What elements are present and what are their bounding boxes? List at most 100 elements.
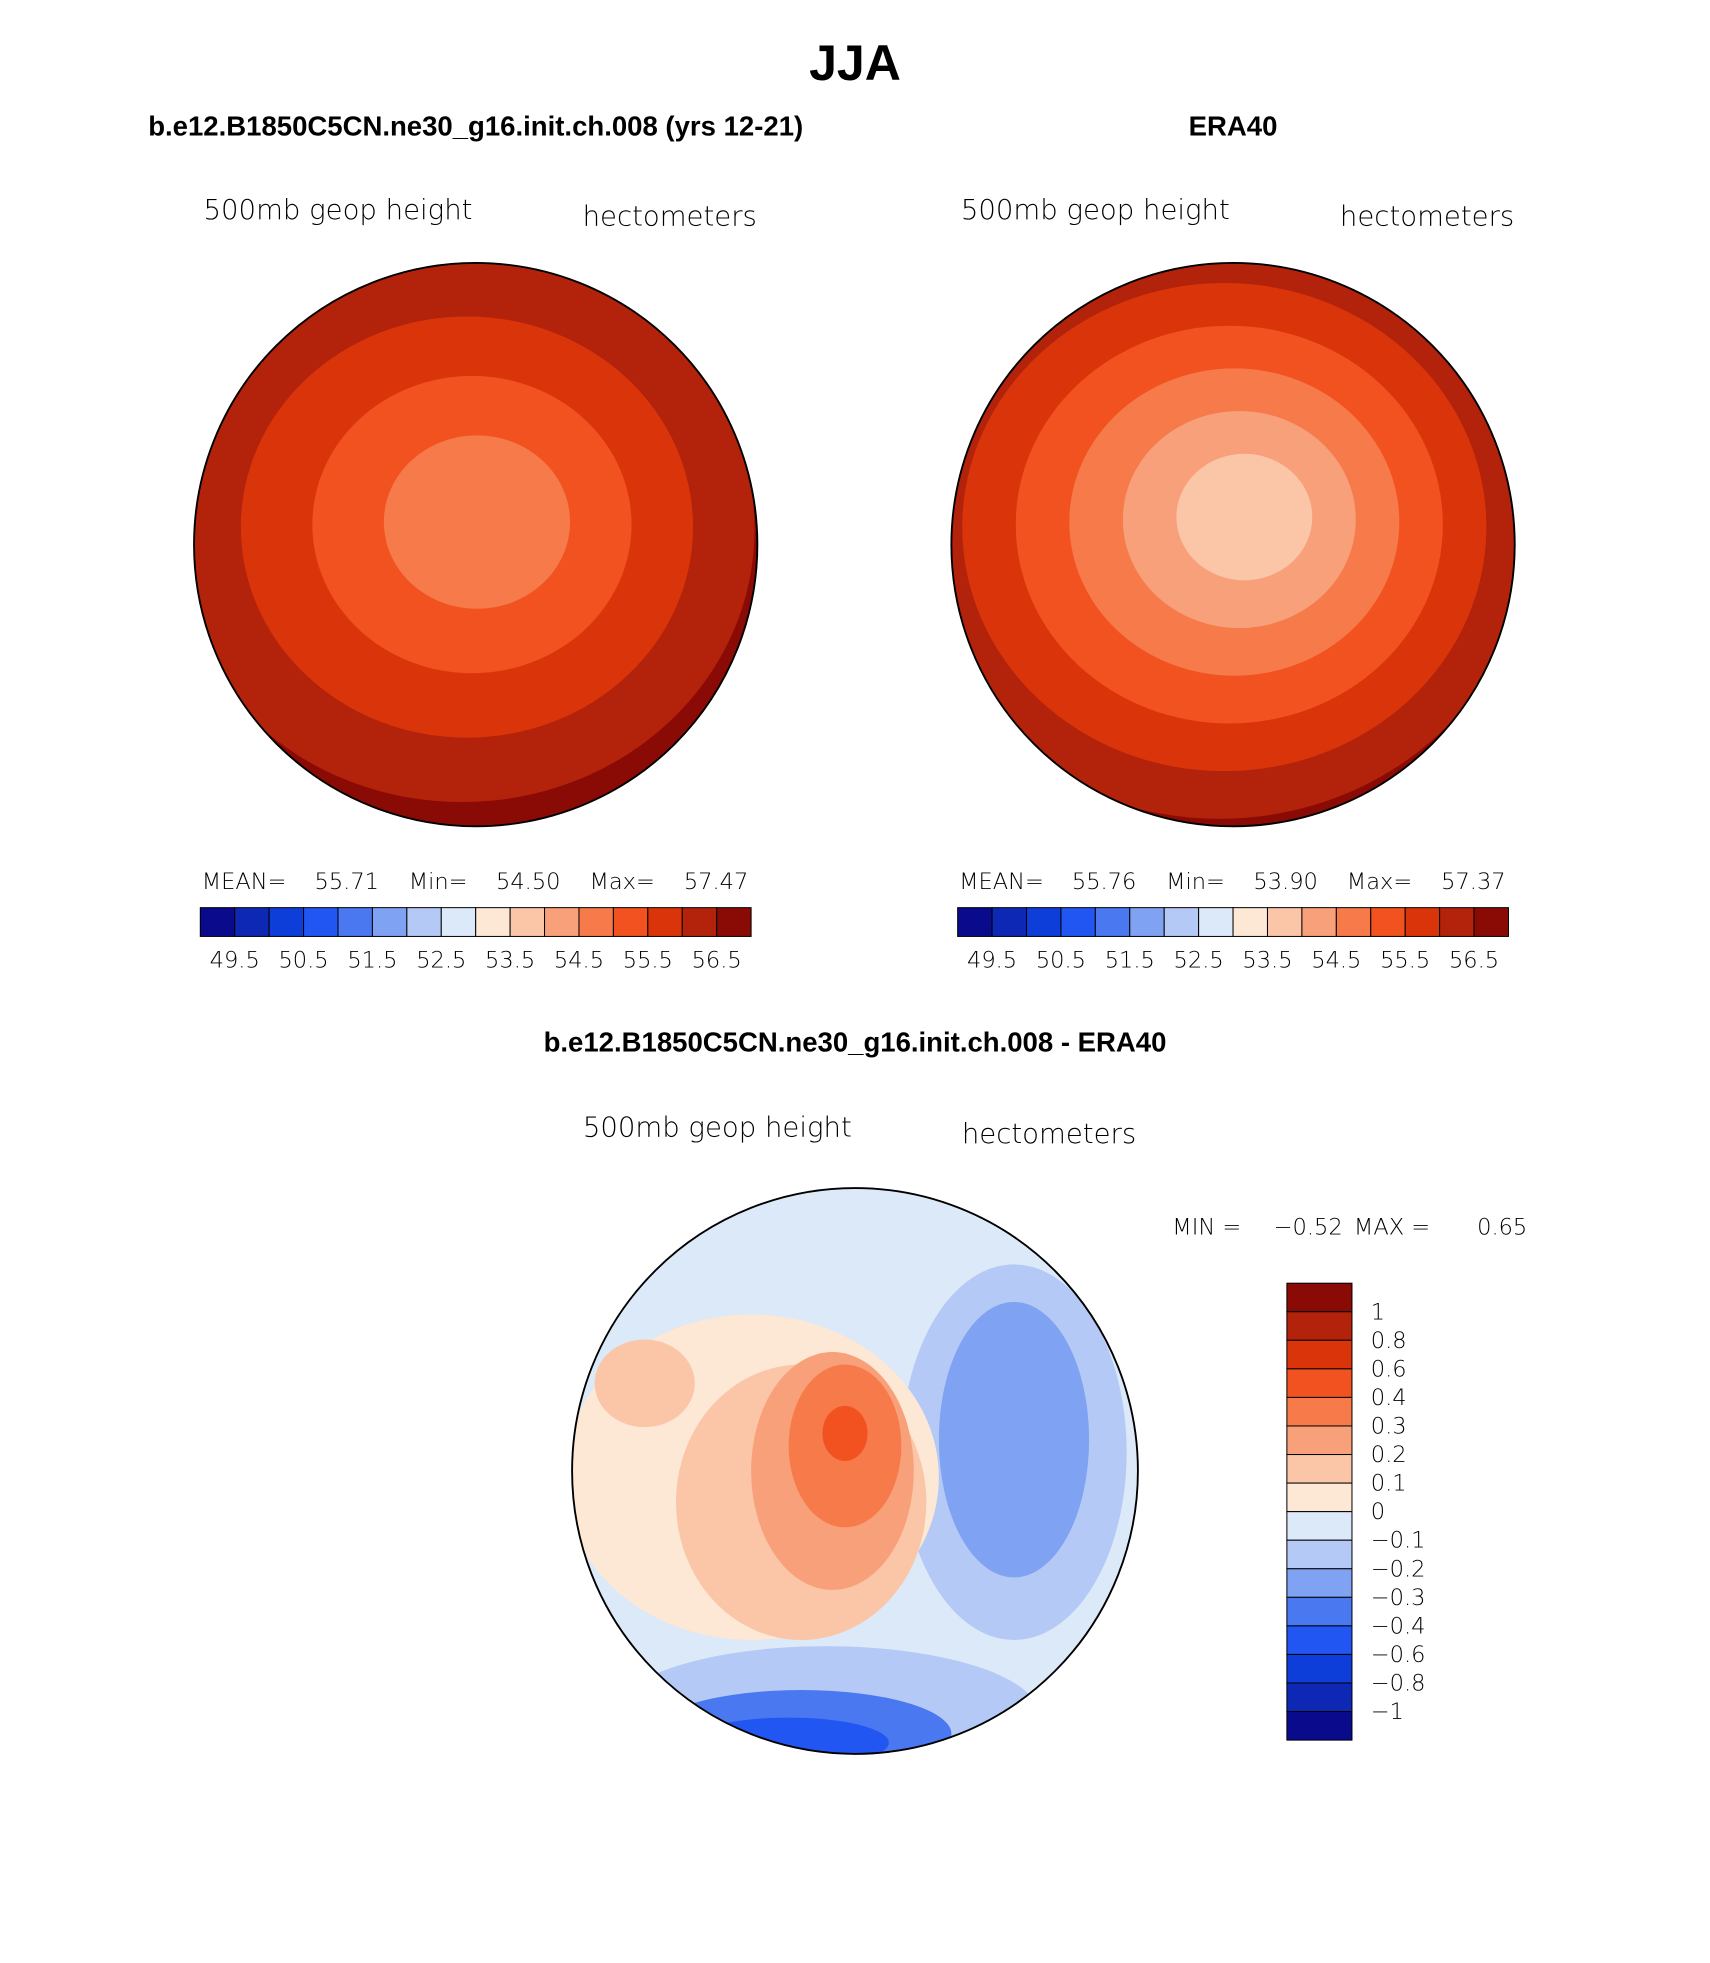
colorbar-box — [1286, 1454, 1353, 1484]
stat: 0.65 — [1477, 1214, 1527, 1240]
colorbar-box — [1286, 1653, 1353, 1684]
contour-band — [938, 1301, 1090, 1578]
colorbar-box — [681, 907, 718, 937]
plot-units: hectometers — [962, 1118, 1136, 1150]
colorbar-box — [612, 907, 649, 937]
stat: −0.52 — [1274, 1214, 1343, 1240]
colorbar-box — [1286, 1539, 1353, 1570]
contours — [194, 262, 758, 827]
colorbar-label: 0.8 — [1371, 1328, 1407, 1354]
colorbar-box — [1129, 907, 1165, 937]
colorbar-label: 49.5 — [967, 948, 1017, 974]
colorbar-box — [1286, 1282, 1353, 1313]
colorbar-label: 56.5 — [1449, 948, 1499, 974]
colorbar-label: 0.6 — [1371, 1356, 1407, 1382]
colorbar-box — [371, 907, 408, 937]
stat: Max= — [589, 869, 654, 895]
colorbar-label: 54.5 — [554, 948, 604, 974]
colorbar-label: −0.3 — [1371, 1585, 1426, 1611]
colorbar-box — [1286, 1682, 1353, 1713]
contours — [951, 262, 1515, 827]
colorbar-box — [406, 907, 442, 937]
colorbar-box — [1286, 1625, 1353, 1655]
colorbar-label: 53.5 — [1242, 948, 1292, 974]
colorbar-box — [234, 907, 270, 937]
colorbar-box — [199, 907, 236, 937]
colorbar-box — [1060, 907, 1096, 937]
panel-title: b.e12.B1850C5CN.ne30_g16.init.ch.008 (yr… — [148, 110, 803, 141]
contour-band — [822, 1405, 868, 1461]
colorbar-label: 0.4 — [1371, 1385, 1407, 1411]
colorbar-box — [268, 907, 305, 937]
colorbar-box — [544, 907, 580, 937]
colorbar-box — [1286, 1596, 1353, 1627]
colorbar-box — [1286, 1425, 1353, 1456]
colorbar-box — [1404, 907, 1441, 937]
colorbar-label: 49.5 — [210, 948, 260, 974]
colorbar-label: 54.5 — [1311, 948, 1361, 974]
stat: 55.71 — [315, 869, 379, 895]
contour-band — [688, 1717, 889, 1754]
plot-units: hectometers — [583, 200, 757, 232]
colorbar-label: 0.1 — [1371, 1471, 1407, 1497]
maps: 500mb geop height hectometers MEAN= 55.71 Mi… — [193, 194, 1527, 1755]
stat: 57.37 — [1441, 869, 1505, 895]
colorbar-label: 55.5 — [623, 948, 673, 974]
stat: 57.47 — [684, 869, 748, 895]
colorbar-label: −0.1 — [1371, 1528, 1426, 1554]
colorbar-label: 52.5 — [416, 948, 466, 974]
stat: 55.76 — [1072, 869, 1136, 895]
contours — [572, 1188, 1138, 1754]
colorbar-box — [1439, 907, 1475, 937]
map-border — [571, 1187, 1139, 1755]
colorbar-label: 51.5 — [1105, 948, 1155, 974]
colorbar-box — [1286, 1511, 1353, 1541]
colorbar-box — [1370, 907, 1406, 937]
colorbar-box — [1335, 907, 1372, 937]
plot-label: 500mb geop height — [961, 194, 1230, 226]
colorbar-label: 53.5 — [485, 948, 535, 974]
colorbar-box — [1286, 1711, 1353, 1741]
colorbar-box — [1473, 907, 1509, 937]
colorbar-label: −0.2 — [1371, 1556, 1426, 1582]
colorbar-box — [1286, 1568, 1353, 1598]
stat: MAX = — [1354, 1214, 1430, 1240]
colorbar-label: −0.8 — [1371, 1671, 1426, 1697]
colorbar-label: 51.5 — [347, 948, 397, 974]
plot-label: 500mb geop height — [583, 1112, 852, 1144]
colorbar-label: 0.3 — [1371, 1413, 1407, 1439]
stat: MEAN= — [202, 869, 287, 895]
colorbar-box — [1286, 1482, 1353, 1513]
colorbar-box — [1286, 1368, 1353, 1398]
stat: MIN = — [1172, 1214, 1241, 1240]
colorbar-label: 55.5 — [1380, 948, 1430, 974]
colorbar-label: −0.4 — [1371, 1613, 1426, 1639]
colorbar-box — [1163, 907, 1200, 937]
stat: 54.50 — [496, 869, 560, 895]
colorbar-box — [1232, 907, 1268, 937]
colorbar-box — [1286, 1396, 1353, 1427]
contour-band — [594, 1339, 695, 1428]
colorbar-box — [440, 907, 477, 937]
colorbar-label: 56.5 — [692, 948, 742, 974]
colorbar-box — [1198, 907, 1234, 937]
plot-label: 500mb geop height — [204, 194, 473, 226]
colorbar-label: −0.6 — [1371, 1642, 1426, 1668]
colorbar-box — [1286, 1311, 1353, 1341]
colorbar-box — [1286, 1339, 1353, 1370]
colorbar-box — [509, 907, 546, 937]
stat: Max= — [1347, 869, 1412, 895]
colorbar-box — [957, 907, 993, 937]
map-border — [193, 262, 759, 828]
contour-band — [383, 435, 571, 609]
stat: Min= — [1166, 869, 1225, 895]
colorbar-box — [303, 907, 339, 937]
colorbar-box — [991, 907, 1028, 937]
plot-units: hectometers — [1340, 200, 1514, 232]
colorbar-box — [337, 907, 373, 937]
figure-title: JJA — [809, 35, 901, 91]
colorbar-box — [647, 907, 683, 937]
colorbar-label: 52.5 — [1174, 948, 1224, 974]
